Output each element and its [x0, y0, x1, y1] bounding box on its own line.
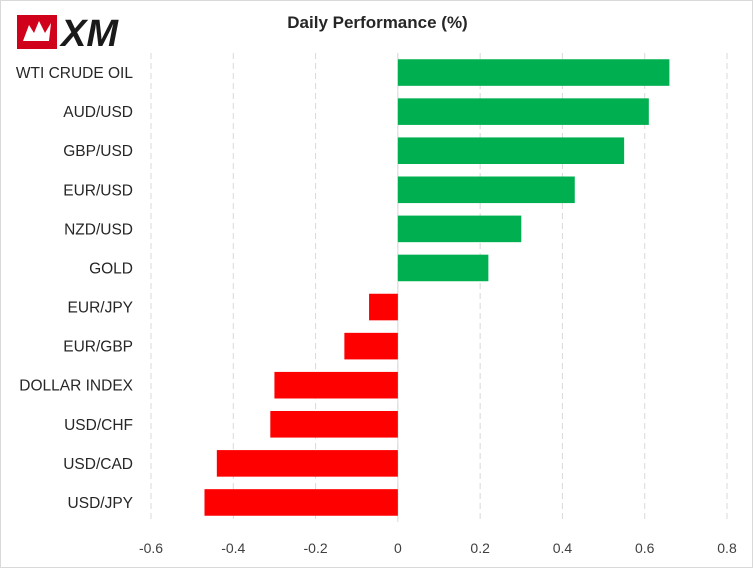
category-label: USD/JPY — [68, 495, 133, 512]
category-label: EUR/GBP — [63, 339, 133, 356]
xm-logo: XM — [17, 13, 119, 53]
category-label: DOLLAR INDEX — [19, 378, 133, 395]
bar — [274, 371, 398, 399]
xm-logo-bull — [23, 21, 51, 41]
bar — [397, 215, 522, 243]
category-label: USD/CAD — [63, 456, 133, 473]
x-tick-label: 0 — [394, 540, 402, 556]
category-label: USD/CHF — [64, 417, 133, 434]
bar — [397, 176, 575, 204]
x-tick-label: 0.8 — [717, 540, 737, 556]
x-tick-label: -0.2 — [304, 540, 328, 556]
bar — [216, 450, 398, 477]
category-label: AUD/USD — [63, 104, 133, 121]
category-label: EUR/USD — [63, 182, 133, 199]
x-tick-label: -0.6 — [139, 540, 163, 556]
category-label: GOLD — [89, 260, 133, 277]
chart-title: Daily Performance (%) — [287, 13, 468, 32]
category-label: NZD/USD — [64, 221, 133, 238]
x-tick-label: 0.6 — [635, 540, 655, 556]
bar — [344, 332, 398, 360]
x-tick-label: -0.4 — [221, 540, 245, 556]
bar — [369, 293, 398, 321]
bar — [397, 98, 649, 125]
bar — [397, 254, 489, 282]
bar — [397, 59, 670, 86]
bar — [397, 137, 625, 164]
bar — [270, 411, 398, 438]
x-tick-labels: -0.6 -0.4 -0.2 0 0.2 0.4 0.6 0.8 — [139, 540, 737, 556]
category-labels: WTI CRUDE OIL AUD/USD GBP/USD EUR/USD NZD/US… — [16, 65, 134, 512]
x-tick-label: 0.4 — [553, 540, 573, 556]
grid-lines — [150, 53, 728, 522]
x-tick-label: 0.2 — [470, 540, 490, 556]
xm-logo-text: XM — [59, 13, 119, 53]
category-label: WTI CRUDE OIL — [16, 65, 133, 82]
bar — [204, 489, 398, 516]
category-label: EUR/JPY — [68, 300, 133, 317]
bars — [204, 59, 670, 516]
category-label: GBP/USD — [63, 143, 133, 160]
